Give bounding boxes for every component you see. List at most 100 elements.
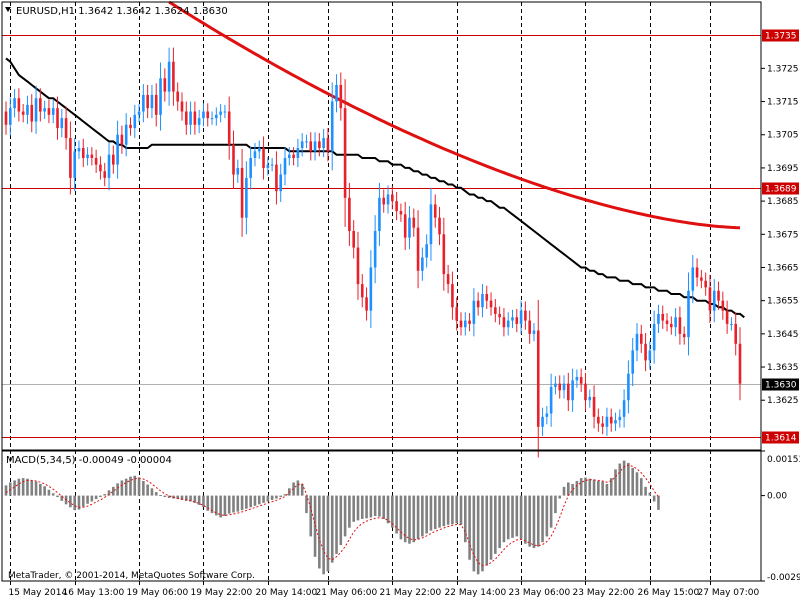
candle-body	[39, 98, 42, 112]
y-tick-label: 1.3705	[767, 131, 799, 141]
candle-body	[652, 323, 656, 351]
macd-signal-line	[5, 464, 659, 567]
macd-bar	[17, 478, 21, 496]
candle-body	[322, 138, 325, 149]
candle-body	[343, 108, 347, 198]
macd-bar	[622, 460, 626, 496]
macd-bar	[609, 478, 613, 496]
candle-body	[189, 111, 192, 125]
candle-body	[81, 148, 85, 158]
macd-bar	[154, 492, 158, 496]
candle-body	[494, 307, 497, 314]
candle-body	[26, 104, 29, 115]
candle-body	[120, 134, 124, 145]
macd-bar	[86, 495, 89, 504]
candle-body	[670, 323, 673, 328]
candle-body	[99, 164, 102, 172]
macd-bar	[438, 495, 441, 528]
candle-body	[433, 204, 437, 218]
candle-body	[142, 94, 145, 112]
candle-body	[708, 287, 712, 311]
candle-body	[657, 313, 660, 324]
macd-bar	[451, 495, 454, 525]
candle-body	[644, 343, 647, 361]
candle-body	[498, 313, 501, 318]
macd-bar	[412, 495, 416, 543]
y-tick-label: 1.3645	[767, 330, 799, 340]
candle-body	[691, 267, 695, 291]
macd-bar	[545, 495, 549, 537]
x-tick-label: 20 May 14:00	[256, 588, 318, 598]
macd-bar	[245, 495, 248, 509]
candle-body	[257, 148, 261, 152]
main-panel-frame	[1, 1, 762, 451]
macd-bar	[184, 495, 188, 501]
macd-bar	[446, 495, 450, 525]
macd-bar	[648, 492, 652, 496]
macd-bar	[597, 481, 600, 496]
candle-body	[682, 333, 686, 338]
macd-bar	[339, 495, 343, 546]
macd-bar	[536, 495, 540, 547]
candle-body	[279, 174, 283, 192]
x-tick-label: 27 May 07:00	[698, 588, 760, 598]
macd-bar	[112, 486, 115, 496]
candle-body	[202, 111, 205, 119]
macd-bar	[408, 495, 411, 544]
candle-body	[369, 267, 373, 311]
candle-body	[661, 313, 665, 321]
macd-bar	[506, 495, 510, 540]
macd-bar	[56, 495, 59, 498]
macd-bar	[343, 495, 347, 537]
macd-bar	[240, 495, 244, 511]
candle-body	[717, 290, 720, 301]
candle-body	[133, 114, 137, 129]
candle-body	[227, 111, 231, 145]
macd-bar	[618, 463, 622, 496]
macd-bar	[352, 495, 355, 522]
macd-bar	[133, 475, 137, 496]
macd-bar	[292, 482, 295, 496]
candle-body	[536, 330, 540, 427]
candle-body	[318, 141, 321, 149]
candle-body	[674, 317, 677, 328]
candle-body	[180, 101, 184, 112]
candle-body	[592, 396, 596, 417]
candle-body	[382, 197, 386, 205]
macd-bar	[206, 495, 210, 511]
macd-bar	[249, 495, 252, 508]
candle-body	[721, 300, 725, 311]
candle-body	[360, 284, 364, 298]
candle-body	[275, 164, 278, 192]
candle-body	[575, 376, 579, 381]
macd-bar	[253, 495, 257, 506]
candle-body	[206, 111, 210, 119]
macd-bar	[39, 483, 42, 496]
macd-bar	[210, 495, 214, 514]
level-price-box	[762, 182, 799, 195]
macd-bar	[81, 495, 85, 507]
candle-body	[287, 154, 291, 158]
candle-body	[232, 144, 235, 175]
y-tick-label: 1.3635	[767, 363, 799, 373]
macd-bar	[485, 495, 489, 566]
dropdown-arrow-icon[interactable]	[5, 7, 11, 12]
x-tick-label: 23 May 22:00	[573, 588, 635, 598]
candle-body	[472, 300, 476, 324]
macd-bar	[232, 495, 235, 513]
macd-bar	[588, 478, 592, 496]
macd-bar	[180, 495, 184, 500]
candle-body	[627, 373, 630, 401]
candle-body	[116, 134, 119, 165]
macd-bar	[421, 495, 424, 537]
candle-body	[609, 416, 613, 424]
macd-bar	[519, 495, 523, 540]
macd-bar	[567, 482, 570, 496]
copyright-label: MetaTrader, © 2001-2014, MetaQuotes Soft…	[8, 571, 255, 581]
macd-bar	[318, 495, 321, 569]
candle-body	[395, 201, 398, 212]
macd-bar	[51, 493, 55, 496]
macd-bar	[348, 495, 351, 528]
macd-bar	[90, 495, 94, 502]
